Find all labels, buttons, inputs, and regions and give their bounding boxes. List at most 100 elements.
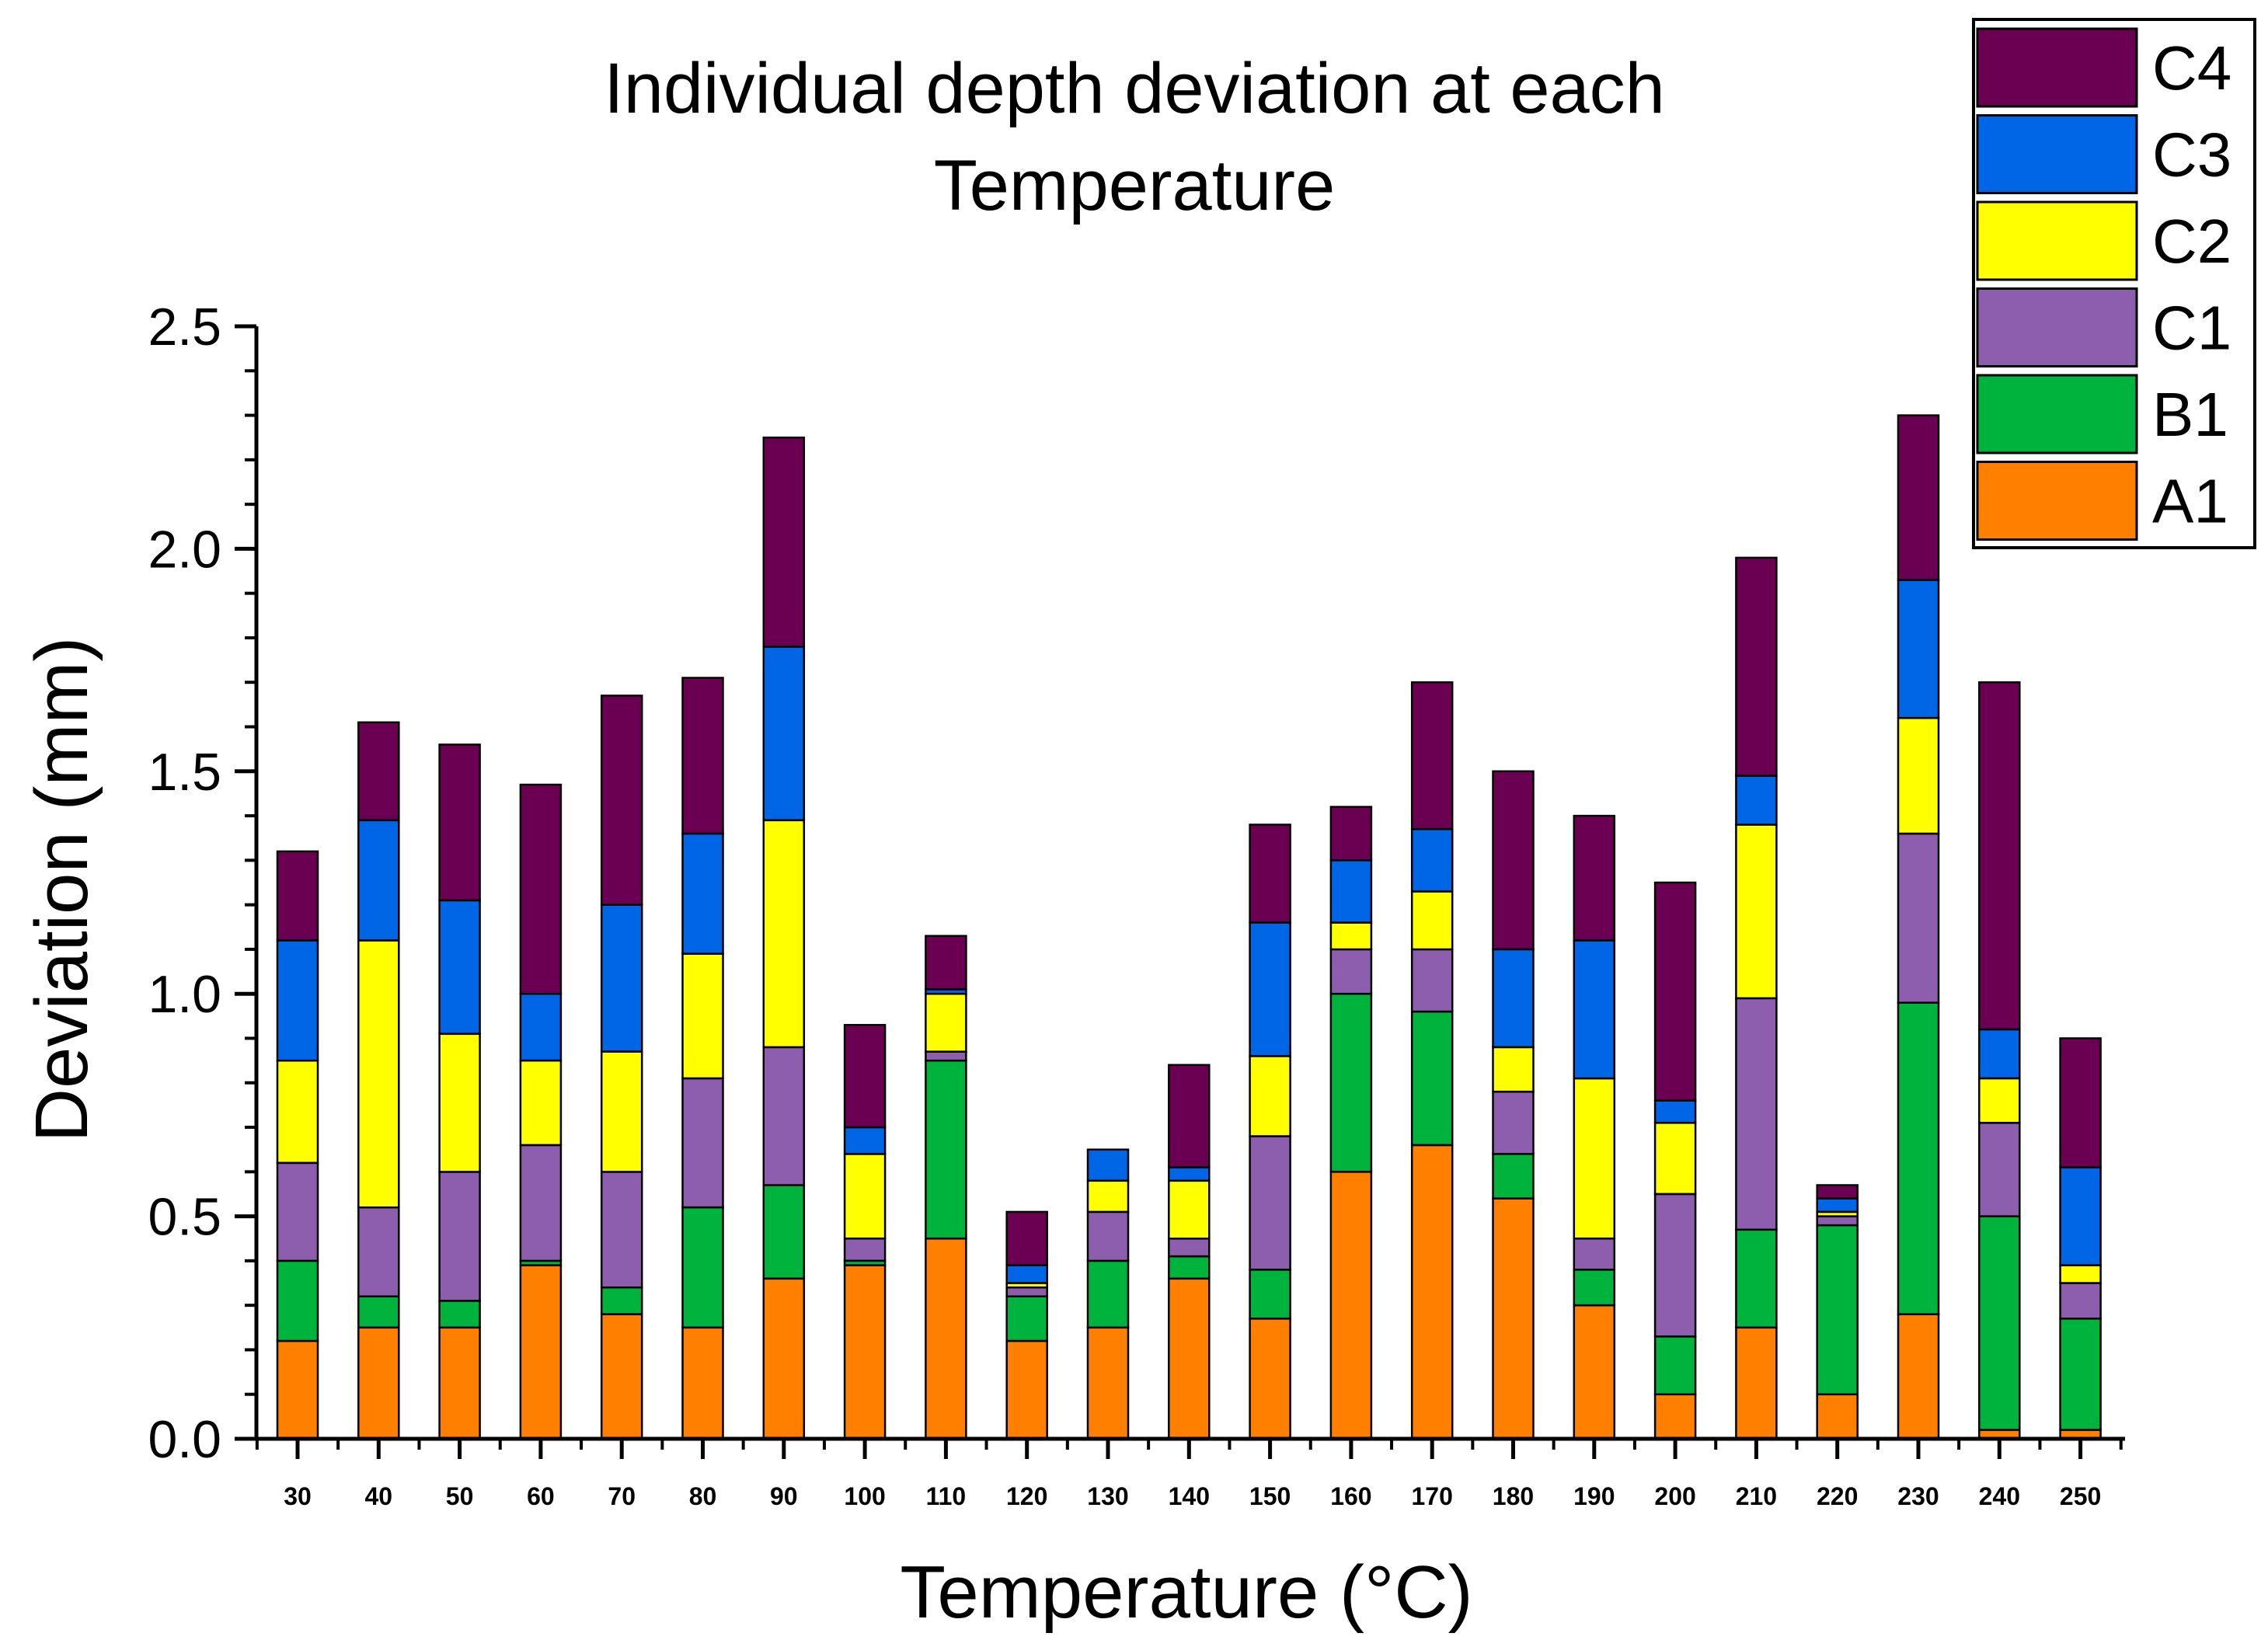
- bar-90-C2: [762, 819, 806, 1049]
- bar-240-C4: [1978, 681, 2021, 1031]
- bar-80-B1: [681, 1206, 724, 1329]
- bar-210-B1: [1735, 1228, 1778, 1329]
- bar-210-C1: [1735, 997, 1778, 1231]
- bar-240-C1: [1978, 1122, 2021, 1217]
- bar-70-B1: [600, 1286, 643, 1315]
- bar-80-C4: [681, 677, 724, 835]
- y-tick-labels: 0.0 0.5 1.0 1.5 2.0 2.5: [148, 298, 221, 1469]
- x-tick-label: 120: [1006, 1482, 1047, 1510]
- bar-90-C4: [762, 436, 806, 648]
- bar-150-C3: [1249, 921, 1291, 1057]
- bar-60-C4: [519, 783, 563, 995]
- bar-180-C3: [1492, 948, 1535, 1049]
- legend-label-C2: C2: [2152, 207, 2231, 276]
- chart-title-line-1: Individual depth deviation at each: [604, 49, 1665, 128]
- legend-swatch-C3: [1976, 114, 2138, 194]
- bar-30-A1: [276, 1339, 319, 1440]
- bar-230-B1: [1897, 1001, 1940, 1315]
- x-tick-label: 250: [2060, 1482, 2101, 1510]
- x-tick-label: 240: [1979, 1482, 2020, 1510]
- bar-190-A1: [1573, 1304, 1616, 1440]
- bar-70-A1: [600, 1313, 643, 1440]
- bar-220-C3: [1816, 1197, 1859, 1213]
- bar-220-C4: [1816, 1184, 1859, 1200]
- bar-40-C2: [357, 939, 400, 1209]
- bar-140-B1: [1168, 1255, 1211, 1280]
- legend-swatch-C2: [1976, 200, 2138, 281]
- axes-layer: [235, 324, 2125, 1459]
- bar-140-C2: [1168, 1179, 1211, 1240]
- x-tick-label: 210: [1736, 1482, 1777, 1510]
- bar-190-C4: [1573, 814, 1616, 942]
- bar-220-C1: [1816, 1215, 1859, 1227]
- bar-50-C2: [438, 1032, 481, 1173]
- bar-140-C3: [1168, 1166, 1211, 1182]
- bar-240-C2: [1978, 1077, 2021, 1124]
- x-tick-labels: 30 40 50 60 70 80 90 100 110 120 130 140 150 160 170 18…: [284, 1482, 2101, 1510]
- bar-180-C2: [1492, 1046, 1535, 1093]
- bar-190-B1: [1573, 1269, 1616, 1307]
- bar-200-B1: [1653, 1335, 1697, 1396]
- x-tick-label: 110: [926, 1482, 967, 1510]
- bar-190-C3: [1573, 939, 1616, 1080]
- bar-100-C1: [843, 1237, 887, 1262]
- bar-30-C3: [276, 939, 319, 1062]
- x-tick-label: 200: [1654, 1482, 1695, 1510]
- bar-50-B1: [438, 1300, 481, 1329]
- bar-120-C4: [1005, 1210, 1048, 1266]
- bar-100-C3: [843, 1126, 887, 1155]
- bar-180-C1: [1492, 1090, 1535, 1155]
- bar-120-C3: [1005, 1264, 1048, 1284]
- bar-250-C1: [2059, 1282, 2102, 1320]
- bar-240-B1: [1978, 1215, 2021, 1431]
- x-tick-label: 80: [689, 1482, 717, 1510]
- x-tick-label: 180: [1493, 1482, 1534, 1510]
- bar-160-A1: [1329, 1171, 1373, 1440]
- bar-230-C1: [1897, 832, 1940, 1004]
- bar-160-C1: [1329, 948, 1373, 995]
- bar-30-C4: [276, 850, 319, 942]
- bar-30-B1: [276, 1259, 319, 1342]
- bar-50-C3: [438, 899, 481, 1035]
- bar-40-C4: [357, 721, 400, 822]
- bar-150-C2: [1249, 1055, 1291, 1137]
- bar-190-C2: [1573, 1077, 1616, 1240]
- bar-200-A1: [1653, 1393, 1697, 1440]
- legend-label-A1: A1: [2152, 467, 2228, 536]
- bar-110-C2: [925, 992, 967, 1053]
- x-tick-label: 230: [1897, 1482, 1939, 1510]
- bar-190-C1: [1573, 1237, 1616, 1271]
- bar-70-C4: [600, 695, 643, 906]
- y-tick-label: 1.5: [148, 743, 221, 802]
- x-tick-label: 130: [1087, 1482, 1128, 1510]
- y-axis-label: Deviation (mm): [20, 637, 103, 1143]
- bar-210-A1: [1735, 1326, 1778, 1440]
- bar-110-C1: [925, 1050, 967, 1062]
- bars-layer: [276, 414, 2102, 1440]
- bar-100-A1: [843, 1264, 887, 1440]
- bar-40-C1: [357, 1206, 400, 1297]
- x-tick-label: 40: [365, 1482, 393, 1510]
- bar-40-A1: [357, 1326, 400, 1440]
- bar-70-C2: [600, 1050, 643, 1173]
- bar-50-C4: [438, 743, 481, 902]
- legend-swatch-C1: [1976, 287, 2138, 367]
- x-tick-label: 160: [1330, 1482, 1371, 1510]
- bar-50-C1: [438, 1171, 481, 1302]
- bar-250-C4: [2059, 1037, 2102, 1168]
- bar-90-A1: [762, 1277, 806, 1440]
- bar-110-B1: [925, 1059, 967, 1240]
- x-tick-label: 50: [446, 1482, 474, 1510]
- bar-30-C2: [276, 1059, 319, 1165]
- bar-230-A1: [1897, 1313, 1940, 1440]
- bar-80-C3: [681, 832, 724, 955]
- bar-210-C3: [1735, 775, 1778, 826]
- bar-170-C2: [1410, 890, 1454, 951]
- x-axis-label: Temperature (°C): [900, 1551, 1472, 1634]
- bar-150-C4: [1249, 824, 1291, 924]
- bar-90-C1: [762, 1046, 806, 1186]
- bar-100-C4: [843, 1024, 887, 1129]
- bar-130-B1: [1086, 1259, 1130, 1329]
- bar-200-C2: [1653, 1122, 1697, 1196]
